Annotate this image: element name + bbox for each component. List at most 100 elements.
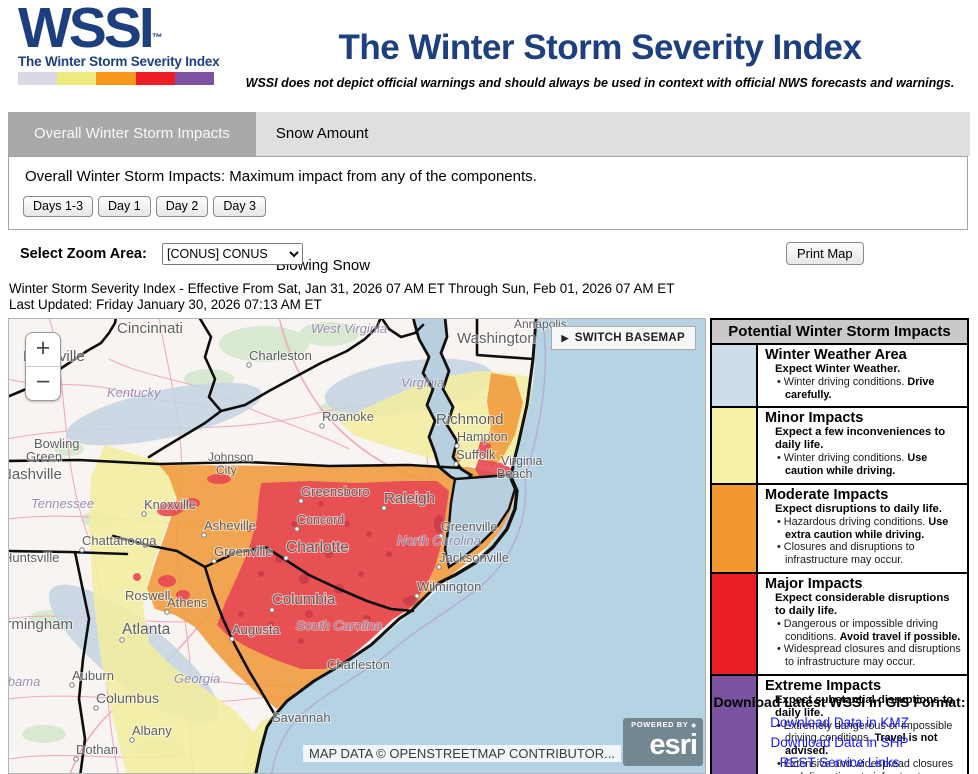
status-block: Winter Storm Severity Index - Effective … xyxy=(9,281,674,312)
city-label: Hampton xyxy=(457,430,508,444)
zoom-out-button[interactable]: − xyxy=(35,368,51,396)
legend-bullet: • Widespread closures and disruptions to… xyxy=(777,643,961,668)
city-label: Jacksonville xyxy=(439,550,509,565)
description-text: Overall Winter Storm Impacts: Maximum im… xyxy=(25,168,537,185)
legend-row: Major Impacts Expect considerable disrup… xyxy=(712,573,967,676)
trademark: ™ xyxy=(151,32,163,44)
button-day-2[interactable]: Day 2 xyxy=(155,196,209,217)
download-title: Download Latest WSSI in GIS Format: xyxy=(713,694,966,710)
legend-row-title: Extreme Impacts xyxy=(765,677,882,694)
city-label: Greenville xyxy=(214,544,273,559)
city-label: Columbus xyxy=(96,690,159,706)
link-download-data-in-kmz[interactable]: Download Data in KMZ xyxy=(770,715,909,730)
map-viewport[interactable]: CincinnatiLouisvilleCharlestonWashington… xyxy=(8,318,706,774)
legend-row-title: Minor Impacts xyxy=(765,410,864,427)
city-label: Washington xyxy=(457,330,536,347)
zoom-area-select[interactable]: [CONUS] CONUS xyxy=(162,243,303,265)
legend-row-title: Winter Weather Area xyxy=(765,347,907,363)
city-label: Roanoke xyxy=(322,409,374,424)
switch-basemap-button[interactable]: ▶ SWITCH BASEMAP xyxy=(550,326,696,350)
city-label: Atlanta xyxy=(122,621,171,638)
legend-row-title: Moderate Impacts xyxy=(765,486,889,503)
city-label: Chattanooga xyxy=(82,533,157,548)
city-dot xyxy=(211,558,217,564)
powered-by-label: POWERED BY ● xyxy=(631,720,697,730)
legend-bullet: • Hazardous driving conditions. Use extr… xyxy=(777,515,949,541)
legend-bullet: • Extremely dangerous or impossible driv… xyxy=(777,719,953,758)
city-dot xyxy=(129,737,135,743)
city-dot xyxy=(229,636,235,642)
link-download-data-in-shp[interactable]: Download Data in SHP xyxy=(770,735,909,750)
legend-row-subtitle: Expect substantial disruptions to daily … xyxy=(775,693,954,719)
disclaimer-text: WSSI does not depict official warnings a… xyxy=(245,76,955,90)
logo-tagline: The Winter Storm Severity Index xyxy=(18,54,220,70)
city-dot xyxy=(298,498,304,504)
city-label: Beach xyxy=(497,467,532,481)
state-labels: West Virginia Virginia Kentucky Tennessee No… xyxy=(9,320,482,690)
button-day-3[interactable]: Day 3 xyxy=(213,196,266,217)
city-label: Asheville xyxy=(204,518,256,533)
city-dot xyxy=(73,756,79,762)
button-days-1-3[interactable]: Days 1-3 xyxy=(23,196,94,217)
legend-row: Winter Weather Area Expect Winter Weathe… xyxy=(712,345,967,409)
outer-banks xyxy=(438,476,519,585)
title-block: The Winter Storm Severity Index WSSI doe… xyxy=(225,6,975,90)
city-dot xyxy=(294,526,300,532)
logo-color-bar xyxy=(18,72,215,86)
city-dot xyxy=(381,505,387,511)
description-panel: Overall Winter Storm Impacts: Maximum im… xyxy=(8,156,968,230)
ocean xyxy=(255,319,705,773)
city-label: Richmond xyxy=(436,411,504,428)
city-label: Albany xyxy=(132,723,172,738)
legend-row-subtitle: Expect Winter Weather. xyxy=(775,363,901,375)
last-updated-text: Last Updated: Friday January 30, 2026 07… xyxy=(9,296,322,312)
legend-color-swatch xyxy=(712,484,758,572)
city-labels: CincinnatiLouisvilleCharlestonWashington… xyxy=(9,319,568,758)
link-rest-service-links[interactable]: REST Service Links xyxy=(779,755,900,770)
wssi-logo: WSSI™ The Winter Storm Severity Index xyxy=(18,0,223,86)
state-label: Tennessee xyxy=(31,496,94,511)
city-dot xyxy=(201,532,207,538)
esri-badge: POWERED BY ● esri xyxy=(623,718,703,766)
zoom-in-button[interactable]: + xyxy=(26,333,60,367)
city-label: Green xyxy=(26,449,62,464)
city-dot xyxy=(438,533,444,539)
state-label: South Carolina xyxy=(296,618,382,633)
city-label: Knoxville xyxy=(144,497,196,512)
city-label: Raleigh xyxy=(384,490,435,507)
state-label: North Carolina xyxy=(397,533,481,548)
city-dot xyxy=(69,682,75,688)
print-map-button[interactable]: Print Map xyxy=(786,242,864,265)
tab-snow-amount[interactable]: Snow Amount xyxy=(275,125,369,142)
esri-logo: esri xyxy=(649,729,698,761)
city-label: Augusta xyxy=(232,622,280,637)
page-title: The Winter Storm Severity Index xyxy=(338,28,862,67)
state-label: Alabama xyxy=(9,674,40,689)
city-dot xyxy=(269,607,275,613)
city-label: Auburn xyxy=(72,668,114,683)
city-dot xyxy=(141,511,147,517)
city-dot xyxy=(414,593,420,599)
city-dot xyxy=(164,609,170,615)
city-label: City xyxy=(216,463,237,477)
city-label: Suffolk xyxy=(456,447,496,462)
city-label: Birmingham xyxy=(9,616,73,633)
day-button-group: Days 1-3 Day 1 Day 2 Day 3 xyxy=(23,196,271,217)
button-day-1[interactable]: Day 1 xyxy=(98,196,151,217)
tab-overall-winter-storm-impacts[interactable]: Overall Winter Storm Impacts xyxy=(8,112,256,156)
city-dots xyxy=(69,362,460,762)
city-dot xyxy=(119,637,125,643)
legend-bullet: • Dangerous or impossible driving condit… xyxy=(777,617,961,643)
legend-bullet: • Closures and disruptions to infrastruc… xyxy=(777,541,915,567)
atlantic-coastline xyxy=(254,319,538,773)
state-label: Georgia xyxy=(174,671,220,686)
city-label: Dothan xyxy=(76,742,118,757)
city-label: Athens xyxy=(167,595,208,610)
city-dot xyxy=(454,443,460,449)
logo-bar-segment-0 xyxy=(18,72,58,86)
logo-acronym: WSSI™ xyxy=(18,0,163,60)
city-dot xyxy=(453,461,459,467)
city-label: Roswell xyxy=(125,588,171,603)
legend-title: Potential Winter Storm Impacts xyxy=(712,320,967,345)
